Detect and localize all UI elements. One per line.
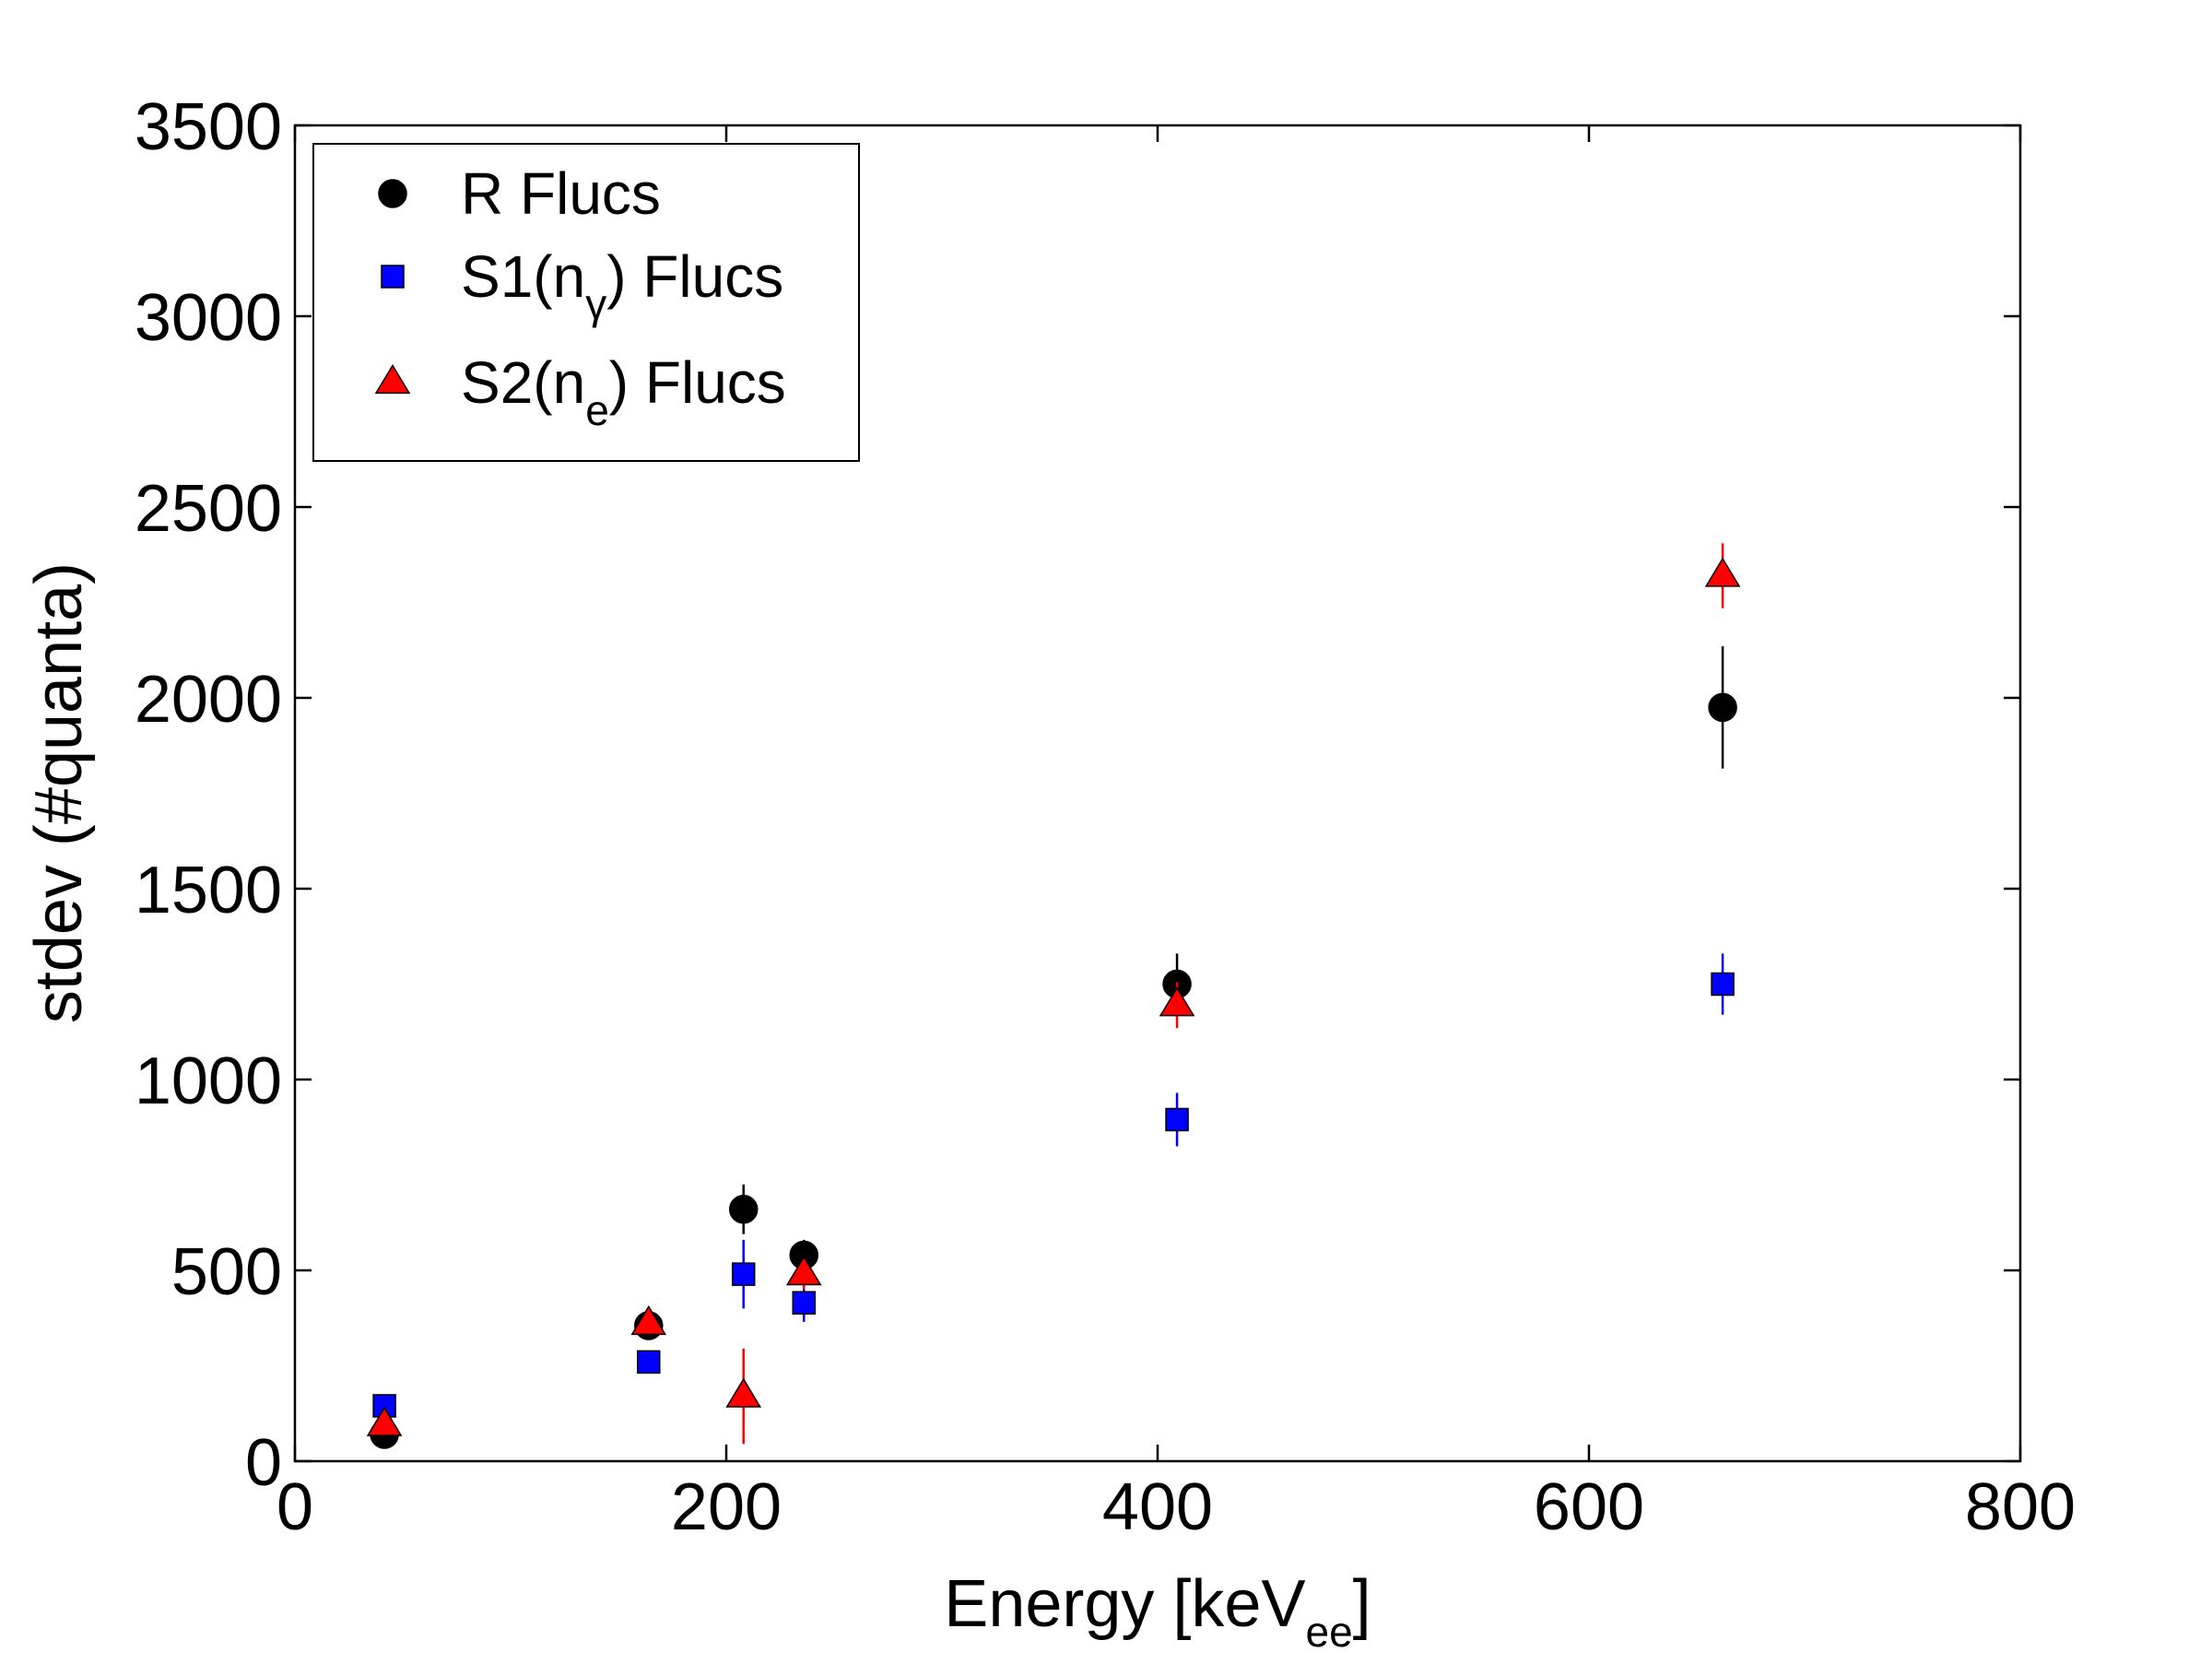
axis-ticks: 0 200 400 600 800 0 500 1000 1500 2000 2500 3000 350…: [135, 90, 2076, 1544]
y-tick-label: 2500: [135, 472, 282, 546]
x-tick-label: 800: [1965, 1470, 2076, 1544]
series-triangle: [366, 543, 1741, 1445]
series-square: [372, 953, 1735, 1418]
data-points: [366, 543, 1741, 1449]
legend-label: S1(nγ) Flucs: [461, 243, 783, 328]
data-point-triangle: [366, 1406, 403, 1436]
y-tick-label: 500: [171, 1235, 282, 1309]
data-point-square: [792, 1291, 816, 1315]
data-point-circle: [728, 1195, 759, 1224]
data-point-triangle: [630, 1304, 667, 1336]
x-tick-label: 0: [276, 1470, 313, 1544]
x-tick-label: 600: [1534, 1470, 1644, 1544]
y-axis-title: stdev (#quanta): [22, 562, 96, 1023]
legend-marker-circle: [378, 179, 407, 208]
legend: R Flucs S1(nγ) Flucs S2(ne) Flucs: [312, 143, 860, 462]
data-point-square: [1165, 1107, 1189, 1132]
data-point-square: [731, 1262, 756, 1286]
legend-label: R Flucs: [461, 160, 661, 227]
data-point-square: [637, 1350, 661, 1375]
x-tick-label: 200: [671, 1470, 782, 1544]
data-point-triangle: [785, 1256, 822, 1286]
y-tick-label: 0: [245, 1426, 282, 1500]
legend-label: S2(ne) Flucs: [461, 349, 786, 434]
x-axis-title: Energy [keVee]: [944, 1567, 1371, 1656]
y-tick-label: 1500: [135, 854, 282, 927]
y-tick-label: 3500: [135, 90, 282, 164]
data-point-triangle: [1704, 557, 1741, 587]
data-point-triangle: [1159, 986, 1195, 1017]
y-tick-label: 2000: [135, 663, 282, 737]
y-tick-label: 3000: [135, 281, 282, 355]
data-point-square: [1711, 972, 1735, 997]
legend-marker-square: [381, 265, 405, 289]
legend-marker-triangle: [374, 363, 411, 395]
x-tick-label: 400: [1102, 1470, 1213, 1544]
data-point-circle: [1708, 692, 1737, 723]
y-tick-label: 1000: [135, 1044, 282, 1118]
data-point-triangle: [725, 1377, 762, 1408]
